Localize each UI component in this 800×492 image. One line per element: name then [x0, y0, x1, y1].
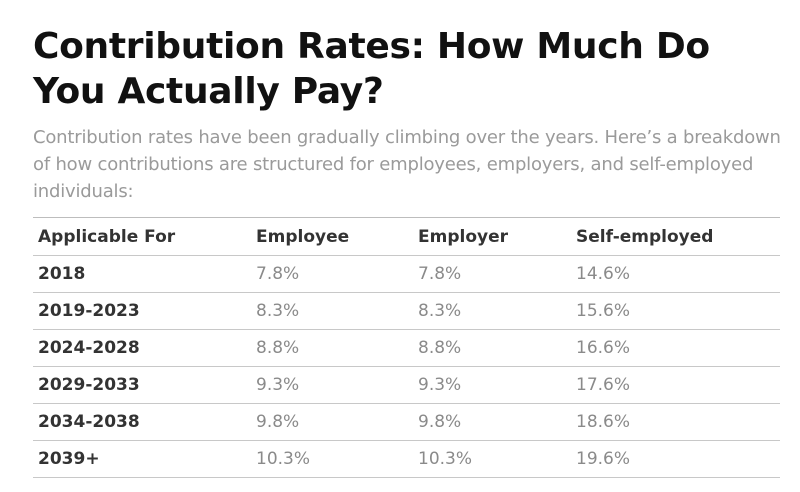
- column-header-self-employed: Self-employed: [571, 217, 780, 256]
- intro-paragraph: Contribution rates have been gradually c…: [33, 127, 781, 202]
- contribution-rates-table: Applicable For Employee Employer Self-em…: [33, 217, 780, 478]
- employer-rate-cell: 9.3%: [413, 366, 571, 404]
- year-cell: 2019-2023: [33, 292, 251, 330]
- year-cell: 2034-2038: [33, 403, 251, 441]
- column-header-employer: Employer: [413, 217, 571, 256]
- employer-rate-cell: 8.3%: [413, 292, 571, 330]
- year-cell: 2018: [33, 255, 251, 293]
- column-header-employee: Employee: [251, 217, 413, 256]
- employer-rate-cell: 10.3%: [413, 440, 571, 478]
- column-header-applicable-for: Applicable For: [33, 217, 251, 256]
- table-row: 2034-2038 9.8% 9.8% 18.6%: [33, 403, 780, 441]
- table-row: 2018 7.8% 7.8% 14.6%: [33, 255, 780, 293]
- table-row: 2039+ 10.3% 10.3% 19.6%: [33, 440, 780, 478]
- table-row: 2024-2028 8.8% 8.8% 16.6%: [33, 329, 780, 367]
- page-title: Contribution Rates: How Much Do You Actu…: [33, 26, 710, 112]
- self-employed-rate-cell: 16.6%: [571, 329, 780, 367]
- employee-rate-cell: 9.3%: [251, 366, 413, 404]
- self-employed-rate-cell: 19.6%: [571, 440, 780, 478]
- employer-rate-cell: 7.8%: [413, 255, 571, 293]
- self-employed-rate-cell: 18.6%: [571, 403, 780, 441]
- year-cell: 2039+: [33, 440, 251, 478]
- employee-rate-cell: 10.3%: [251, 440, 413, 478]
- article: Contribution Rates: How Much Do You Actu…: [33, 0, 783, 478]
- table-row: 2019-2023 8.3% 8.3% 15.6%: [33, 292, 780, 330]
- employee-rate-cell: 8.8%: [251, 329, 413, 367]
- self-employed-rate-cell: 14.6%: [571, 255, 780, 293]
- self-employed-rate-cell: 15.6%: [571, 292, 780, 330]
- year-cell: 2024-2028: [33, 329, 251, 367]
- table-header-row: Applicable For Employee Employer Self-em…: [33, 217, 780, 256]
- employer-rate-cell: 8.8%: [413, 329, 571, 367]
- employee-rate-cell: 8.3%: [251, 292, 413, 330]
- employee-rate-cell: 9.8%: [251, 403, 413, 441]
- self-employed-rate-cell: 17.6%: [571, 366, 780, 404]
- employee-rate-cell: 7.8%: [251, 255, 413, 293]
- year-cell: 2029-2033: [33, 366, 251, 404]
- table-row: 2029-2033 9.3% 9.3% 17.6%: [33, 366, 780, 404]
- employer-rate-cell: 9.8%: [413, 403, 571, 441]
